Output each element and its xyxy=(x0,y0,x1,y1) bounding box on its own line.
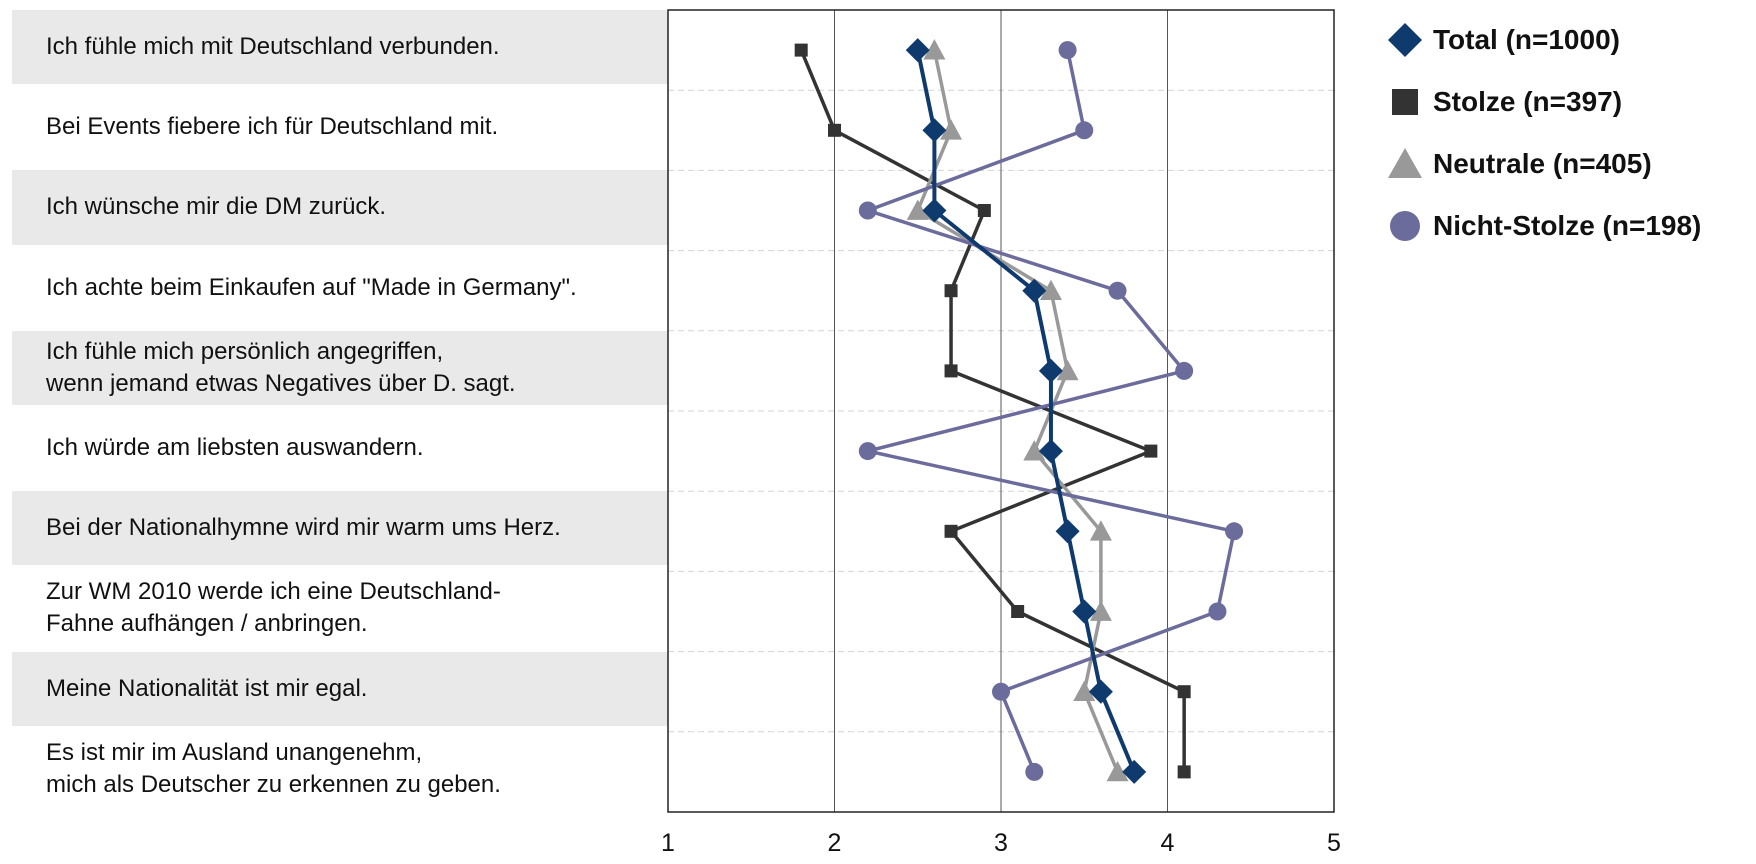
plot-frame xyxy=(667,9,1335,813)
statement-label: Ich wünsche mir die DM zurück. xyxy=(46,193,387,221)
data-point xyxy=(905,38,930,63)
data-point xyxy=(1022,278,1047,303)
statement-label: Ich achte beim Einkaufen auf "Made in Ge… xyxy=(46,273,577,301)
statement-label: Ich fühle mich mit Deutschland verbunden… xyxy=(46,33,500,61)
square-marker-icon xyxy=(1385,82,1425,122)
data-point xyxy=(1011,605,1025,618)
data-point xyxy=(1038,358,1063,383)
data-point xyxy=(1023,440,1046,461)
data-point xyxy=(858,442,877,461)
legend-item: Total (n=1000) xyxy=(1385,20,1755,60)
statement-label: Meine Nationalität ist mir egal. xyxy=(46,674,368,702)
data-point xyxy=(977,204,991,217)
data-point xyxy=(1177,685,1191,699)
data-point xyxy=(1177,765,1191,779)
statement-list: Ich fühle mich mit Deutschland verbunden… xyxy=(0,0,680,864)
legend-label: Nicht-Stolze (n=198) xyxy=(1433,210,1702,241)
statement-row: Ich würde am liebsten auswandern. xyxy=(12,411,668,485)
statement-label: Ich fühle mich persönlich angegriffen, w… xyxy=(46,337,516,397)
data-point xyxy=(1025,762,1044,781)
triangle-marker-icon xyxy=(1385,144,1425,184)
data-point xyxy=(1038,439,1063,464)
data-point xyxy=(1089,520,1112,541)
statement-row: Ich fühle mich mit Deutschland verbunden… xyxy=(12,10,668,85)
data-point xyxy=(940,119,963,140)
data-point xyxy=(794,43,808,57)
data-point xyxy=(1225,522,1244,541)
statement-row: Bei Events fiebere ich für Deutschland m… xyxy=(12,90,668,164)
statement-row: Es ist mir im Ausland unangenehm, mich a… xyxy=(12,732,668,806)
legend-label: Stolze (n=397) xyxy=(1433,86,1623,117)
statement-row: Ich fühle mich persönlich angegriffen, w… xyxy=(12,330,668,405)
data-point xyxy=(1144,444,1158,458)
series-line xyxy=(916,49,1120,773)
statement-label: Zur WM 2010 werde ich eine Deutschland- … xyxy=(46,578,501,638)
statement-label: Bei Events fiebere ich für Deutschland m… xyxy=(46,113,499,141)
legend-label: Neutrale (n=405) xyxy=(1433,148,1652,179)
statement-row: Meine Nationalität ist mir egal. xyxy=(12,651,668,726)
statement-label: Es ist mir im Ausland unangenehm, mich a… xyxy=(46,738,501,798)
statement-row: Ich achte beim Einkaufen auf "Made in Ge… xyxy=(12,251,668,325)
data-point xyxy=(992,682,1010,701)
statement-label: Bei der Nationalhymne wird mir warm ums … xyxy=(46,514,561,542)
statement-row: Bei der Nationalhymne wird mir warm ums … xyxy=(12,491,668,566)
x-tick-label: 4 xyxy=(1161,829,1175,857)
data-point xyxy=(923,39,946,60)
data-point xyxy=(1108,281,1127,300)
data-point xyxy=(944,284,958,298)
data-point xyxy=(944,524,958,538)
series-line xyxy=(915,49,1137,773)
data-point xyxy=(1075,121,1094,140)
data-point xyxy=(858,201,877,220)
x-tick-label: 5 xyxy=(1327,829,1341,857)
data-point xyxy=(944,364,958,378)
data-point xyxy=(1122,759,1147,784)
data-point xyxy=(1056,359,1079,381)
x-tick-label: 3 xyxy=(994,829,1008,857)
data-point xyxy=(1055,519,1080,544)
legend-item: Neutrale (n=405) xyxy=(1385,144,1755,184)
data-point xyxy=(922,198,947,223)
series-line xyxy=(866,49,1236,773)
statement-label: Ich würde am liebsten auswandern. xyxy=(46,434,424,462)
data-point xyxy=(1039,279,1062,301)
x-tick-label: 2 xyxy=(828,829,842,857)
data-point xyxy=(1088,679,1113,704)
data-point xyxy=(1073,680,1096,702)
data-point xyxy=(1072,599,1097,624)
legend-item: Nicht-Stolze (n=198) xyxy=(1385,206,1755,246)
legend-label: Total (n=1000) xyxy=(1433,24,1620,55)
diamond-marker-icon xyxy=(1385,20,1425,60)
circle-marker-icon xyxy=(1385,206,1425,246)
statement-row: Ich wünsche mir die DM zurück. xyxy=(12,170,668,245)
data-point xyxy=(1089,600,1112,621)
legend-item: Stolze (n=397) xyxy=(1385,82,1755,122)
data-point xyxy=(922,118,947,143)
x-tick-label: 1 xyxy=(661,829,675,857)
data-point xyxy=(1208,602,1227,621)
statement-row: Zur WM 2010 werde ich eine Deutschland- … xyxy=(12,571,668,645)
data-point xyxy=(1106,760,1129,782)
data-point xyxy=(1175,361,1194,380)
data-point xyxy=(906,199,929,220)
data-point xyxy=(828,123,841,137)
data-point xyxy=(1058,41,1077,60)
